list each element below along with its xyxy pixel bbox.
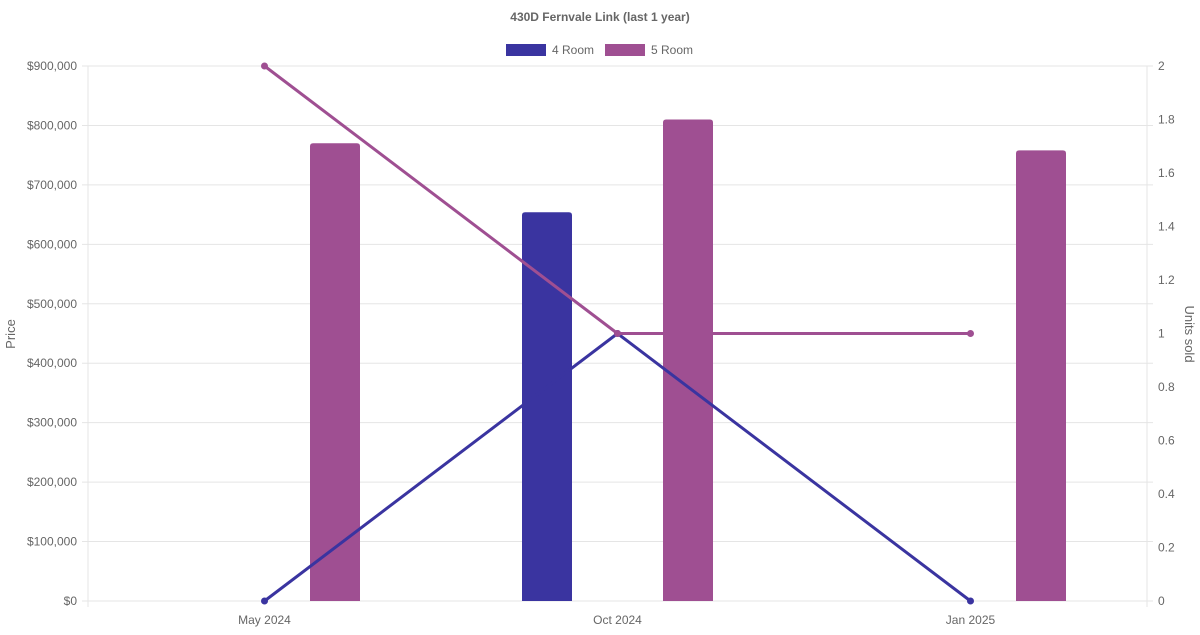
bar-4-room[interactable] bbox=[522, 212, 572, 601]
y-left-tick-label: $600,000 bbox=[27, 237, 77, 251]
y-right-tick-label: 0.8 bbox=[1158, 380, 1175, 394]
y-right-tick-label: 1 bbox=[1158, 327, 1165, 341]
y-left-tick-label: $700,000 bbox=[27, 178, 77, 192]
x-tick-labels: May 2024 Oct 2024 Jan 2025 bbox=[238, 613, 995, 627]
y-right-tick-label: 0 bbox=[1158, 594, 1165, 608]
point-5-room[interactable] bbox=[261, 62, 268, 70]
y-left-tick-label: $200,000 bbox=[27, 475, 77, 489]
x-tick-label: Jan 2025 bbox=[946, 613, 996, 627]
legend-swatch-4-room bbox=[506, 44, 546, 56]
grid-lines bbox=[82, 65, 1153, 607]
x-tick-label: Oct 2024 bbox=[593, 613, 642, 627]
x-tick-label: May 2024 bbox=[238, 613, 291, 627]
legend: 4 Room 5 Room bbox=[506, 43, 693, 57]
legend-item-5-room[interactable]: 5 Room bbox=[605, 43, 693, 57]
y-left-tick-label: $0 bbox=[64, 594, 78, 608]
y-left-tick-label: $900,000 bbox=[27, 59, 77, 73]
point-4-room[interactable] bbox=[261, 597, 268, 605]
point-5-room[interactable] bbox=[614, 330, 621, 337]
bar-5-room[interactable] bbox=[1016, 150, 1066, 601]
y-left-tick-labels: $0 $100,000 $200,000 $300,000 $400,000 $500,0… bbox=[27, 59, 77, 608]
y-right-tick-label: 1.6 bbox=[1158, 166, 1175, 180]
line-5-room bbox=[263, 64, 971, 335]
lines bbox=[261, 62, 974, 605]
chart-title: 430D Fernvale Link (last 1 year) bbox=[510, 10, 689, 24]
y-right-tick-labels: 0 0.2 0.4 0.6 0.8 1 1.2 1.4 1.6 1.8 2 bbox=[1158, 59, 1175, 608]
bar-5-room[interactable] bbox=[310, 143, 360, 601]
point-4-room[interactable] bbox=[967, 597, 974, 605]
point-5-room[interactable] bbox=[967, 330, 974, 337]
y-right-tick-label: 1.2 bbox=[1158, 273, 1175, 287]
bars bbox=[310, 119, 1066, 602]
bar-5-room[interactable] bbox=[663, 119, 713, 602]
y-right-tick-label: 0.4 bbox=[1158, 487, 1175, 501]
y-left-tick-label: $100,000 bbox=[27, 535, 77, 549]
y-right-tick-label: 1.8 bbox=[1158, 113, 1175, 127]
y-left-tick-label: $500,000 bbox=[27, 297, 77, 311]
y-left-axis-title: Price bbox=[3, 319, 18, 349]
y-left-tick-label: $400,000 bbox=[27, 356, 77, 370]
legend-label-4-room: 4 Room bbox=[552, 43, 594, 57]
y-left-tick-label: $800,000 bbox=[27, 118, 77, 132]
y-right-tick-label: 0.6 bbox=[1158, 434, 1175, 448]
legend-label-5-room: 5 Room bbox=[651, 43, 693, 57]
legend-swatch-5-room bbox=[605, 44, 645, 56]
y-right-tick-label: 2 bbox=[1158, 59, 1165, 73]
y-right-tick-label: 0.2 bbox=[1158, 541, 1175, 555]
legend-item-4-room[interactable]: 4 Room bbox=[506, 43, 594, 57]
y-left-tick-label: $300,000 bbox=[27, 416, 77, 430]
y-right-axis-title: Units sold bbox=[1182, 305, 1197, 362]
y-right-tick-label: 1.4 bbox=[1158, 220, 1175, 234]
line-4-room bbox=[263, 332, 972, 603]
